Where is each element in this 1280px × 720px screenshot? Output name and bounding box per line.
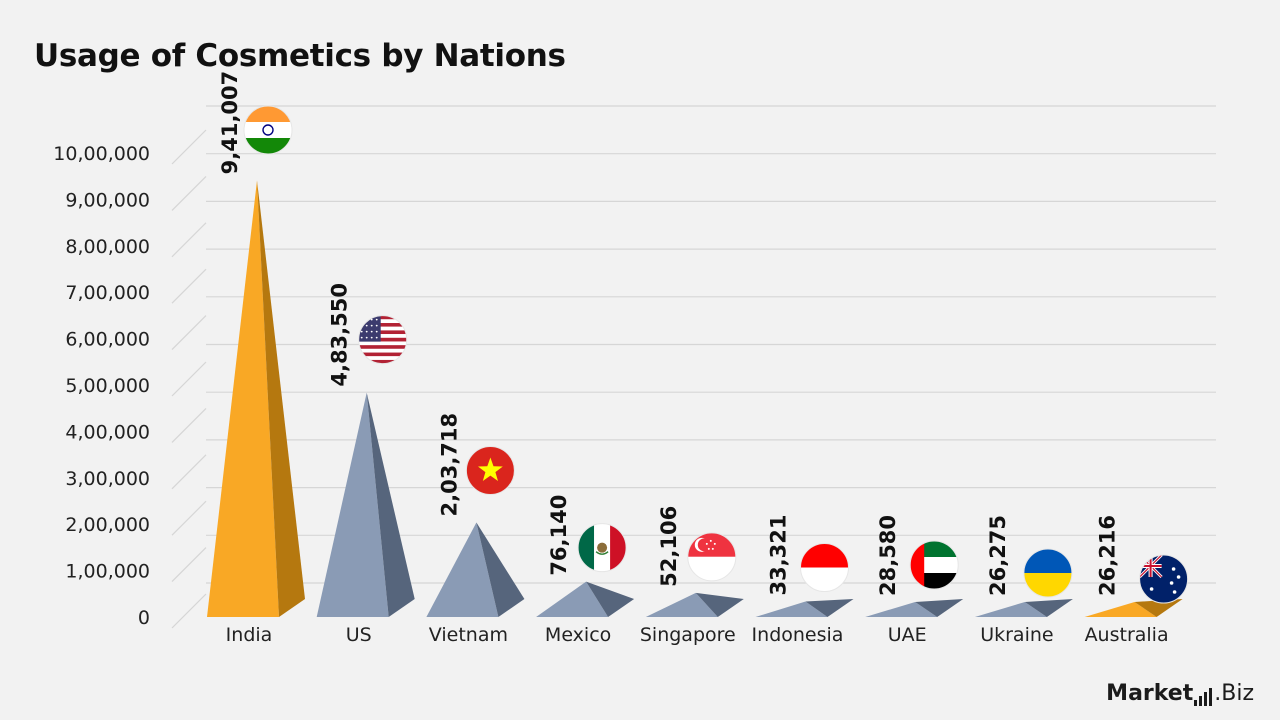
gridline-diag [171, 547, 207, 583]
gridline-diag [171, 361, 207, 397]
data-label: 2,03,718 [437, 413, 461, 517]
mexico-flag-icon [577, 523, 627, 573]
us-flag-icon [358, 315, 408, 365]
bar-front-face [1084, 602, 1157, 617]
bar-india: 9,41,007 [207, 71, 305, 618]
y-axis: 0 1,00,000 2,00,000 3,00,000 4,00,000 5,00,00… [53, 143, 150, 629]
data-label: 52,106 [657, 506, 681, 587]
y-tick-label: 8,00,000 [65, 236, 150, 258]
y-tick-label: 1,00,000 [65, 561, 150, 583]
vietnam-flag-icon [465, 445, 515, 495]
x-tick-label: India [226, 624, 273, 646]
x-tick-label: Mexico [545, 624, 611, 646]
data-label: 26,275 [986, 515, 1010, 596]
y-tick-label: 6,00,000 [65, 329, 150, 351]
y-tick-label: 4,00,000 [65, 421, 150, 443]
y-tick-label: 7,00,000 [65, 282, 150, 304]
india-flag-icon [243, 105, 293, 155]
x-tick-label: Indonesia [752, 624, 844, 646]
bar-front-face [316, 392, 389, 617]
brand-logo: Market .Biz [1106, 681, 1254, 706]
australia-flag-icon [1139, 554, 1189, 604]
bar-front-face [207, 180, 279, 618]
x-tick-label: UAE [888, 624, 927, 646]
bar-front-face [974, 602, 1047, 617]
gridline-diag [171, 500, 207, 536]
data-label: 76,140 [547, 495, 571, 576]
x-tick-label: Vietnam [429, 624, 508, 646]
gridline-diag [171, 222, 207, 258]
singapore-flag-icon [687, 532, 737, 582]
bar-front-face [536, 581, 609, 617]
bar-australia: 26,216 [1084, 515, 1189, 617]
gridline-diag [171, 175, 207, 211]
bar-side-face [257, 180, 305, 618]
bar-singapore: 52,106 [645, 506, 744, 617]
x-axis: India US Vietnam Mexico Singapore Indonesia UA… [226, 624, 1169, 646]
bar-mexico: 76,140 [536, 495, 635, 617]
data-label: 4,83,550 [328, 283, 352, 387]
bar-us: 4,83,550 [316, 283, 415, 617]
bar-front-face [645, 592, 718, 617]
ukraine-flag-icon [1023, 548, 1073, 598]
bar-uae: 28,580 [865, 515, 964, 617]
bar-side-face [1134, 599, 1183, 617]
bar-side-face [915, 599, 964, 617]
gridline-diag [171, 315, 207, 351]
chart-title: Usage of Cosmetics by Nations [34, 38, 566, 74]
data-label: 33,321 [767, 514, 791, 595]
bar-ukraine: 26,275 [974, 515, 1073, 617]
y-tick-label: 9,00,000 [65, 189, 150, 211]
bars-icon [1194, 681, 1214, 706]
bar-side-face [805, 599, 854, 617]
bar-side-face [695, 592, 744, 617]
gridline-diag [171, 407, 207, 443]
gridline-diag [171, 129, 207, 165]
bar-vietnam: 2,03,718 [426, 413, 525, 617]
bar-indonesia: 33,321 [755, 514, 854, 617]
data-label: 26,216 [1096, 515, 1120, 596]
bar-front-face [865, 602, 938, 617]
bar-front-face [755, 601, 828, 617]
bars: 9,41,007 4,83,550 2,03,718 76,140 52,106 33,3… [207, 71, 1189, 618]
x-tick-label: US [346, 624, 372, 646]
bar-side-face [476, 522, 525, 617]
bar-front-face [426, 522, 499, 617]
gridline-diag [171, 268, 207, 304]
bar-side-face [366, 392, 415, 617]
x-tick-label: Singapore [640, 624, 736, 646]
uae-flag-icon [909, 540, 959, 590]
y-tick-label: 2,00,000 [65, 514, 150, 536]
data-label: 9,41,007 [218, 71, 242, 175]
y-tick-label: 10,00,000 [53, 143, 150, 165]
gridline-diag [171, 593, 207, 629]
x-tick-label: Australia [1085, 624, 1169, 646]
gridline-diag [171, 454, 207, 490]
y-tick-label: 5,00,000 [65, 375, 150, 397]
data-label: 28,580 [876, 515, 900, 596]
x-tick-label: Ukraine [980, 624, 1053, 646]
y-tick-label: 0 [138, 607, 150, 629]
indonesia-flag-icon [800, 543, 849, 593]
bar-side-face [586, 581, 635, 617]
bar-side-face [1024, 599, 1073, 617]
y-tick-label: 3,00,000 [65, 468, 150, 490]
